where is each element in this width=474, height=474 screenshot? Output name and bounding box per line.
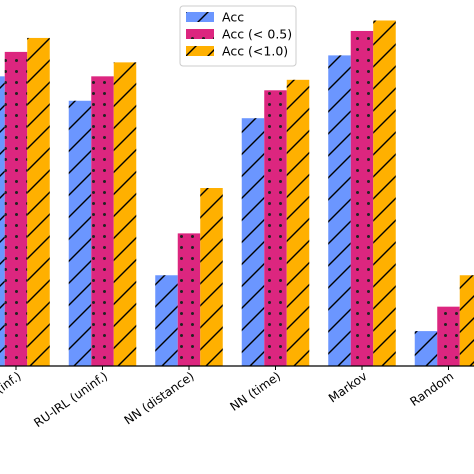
- bar-nn-distance-acc-1-0: [200, 188, 223, 366]
- bar-ru-irl-uninf-acc-1-0: [113, 62, 137, 366]
- bar-markov-acc-0-5: [350, 30, 374, 366]
- bar-random-acc-1-0: [459, 275, 474, 366]
- bar-nn-time-acc-0-5: [264, 90, 287, 366]
- legend-label-acc: Acc: [222, 10, 244, 25]
- bar-ru-irl-inf-acc: [0, 76, 5, 366]
- x-tick-label-random: Random: [407, 369, 456, 409]
- bar-markov-acc: [328, 55, 351, 366]
- bar-ru-irl-inf-acc-0-5: [4, 51, 28, 366]
- bar-nn-time-acc: [241, 118, 265, 366]
- bar-nn-distance-acc: [155, 275, 178, 366]
- x-tick-label-markov: Markov: [326, 369, 370, 405]
- x-tick-label-nn-time: NN (time): [227, 369, 283, 414]
- x-tick-label-ru-irl-inf: RU-IRL (inf.): [0, 369, 24, 421]
- legend: Acc Acc (< 0.5) Acc (<1.0): [179, 5, 297, 67]
- bar-markov-acc-1-0: [373, 20, 396, 366]
- bar-random-acc: [414, 331, 438, 366]
- bar-nn-distance-acc-0-5: [177, 233, 201, 366]
- legend-swatch-acc: [186, 12, 214, 22]
- bar-ru-irl-uninf-acc-0-5: [91, 76, 114, 366]
- bar-nn-time-acc-1-0: [286, 79, 310, 366]
- bar-ru-irl-inf-acc-1-0: [27, 37, 50, 366]
- x-tick-label-nn-distance: NN (distance): [122, 369, 197, 427]
- legend-swatch-acc-0-5: [186, 29, 214, 39]
- bar-ru-irl-uninf-acc: [68, 100, 92, 366]
- x-ticks-group: RU-IRL (inf.) RU-IRL (uninf.)NN (distance…: [0, 366, 456, 430]
- x-tick-label-ru-irl-uninf: RU-IRL (uninf.): [31, 369, 110, 430]
- bars-group: [0, 20, 474, 366]
- legend-label-acc-1-0: Acc (<1.0): [222, 44, 288, 59]
- legend-swatch-acc-1-0: [186, 46, 214, 56]
- bar-random-acc-0-5: [437, 306, 460, 366]
- legend-label-acc-0-5: Acc (< 0.5): [222, 27, 292, 42]
